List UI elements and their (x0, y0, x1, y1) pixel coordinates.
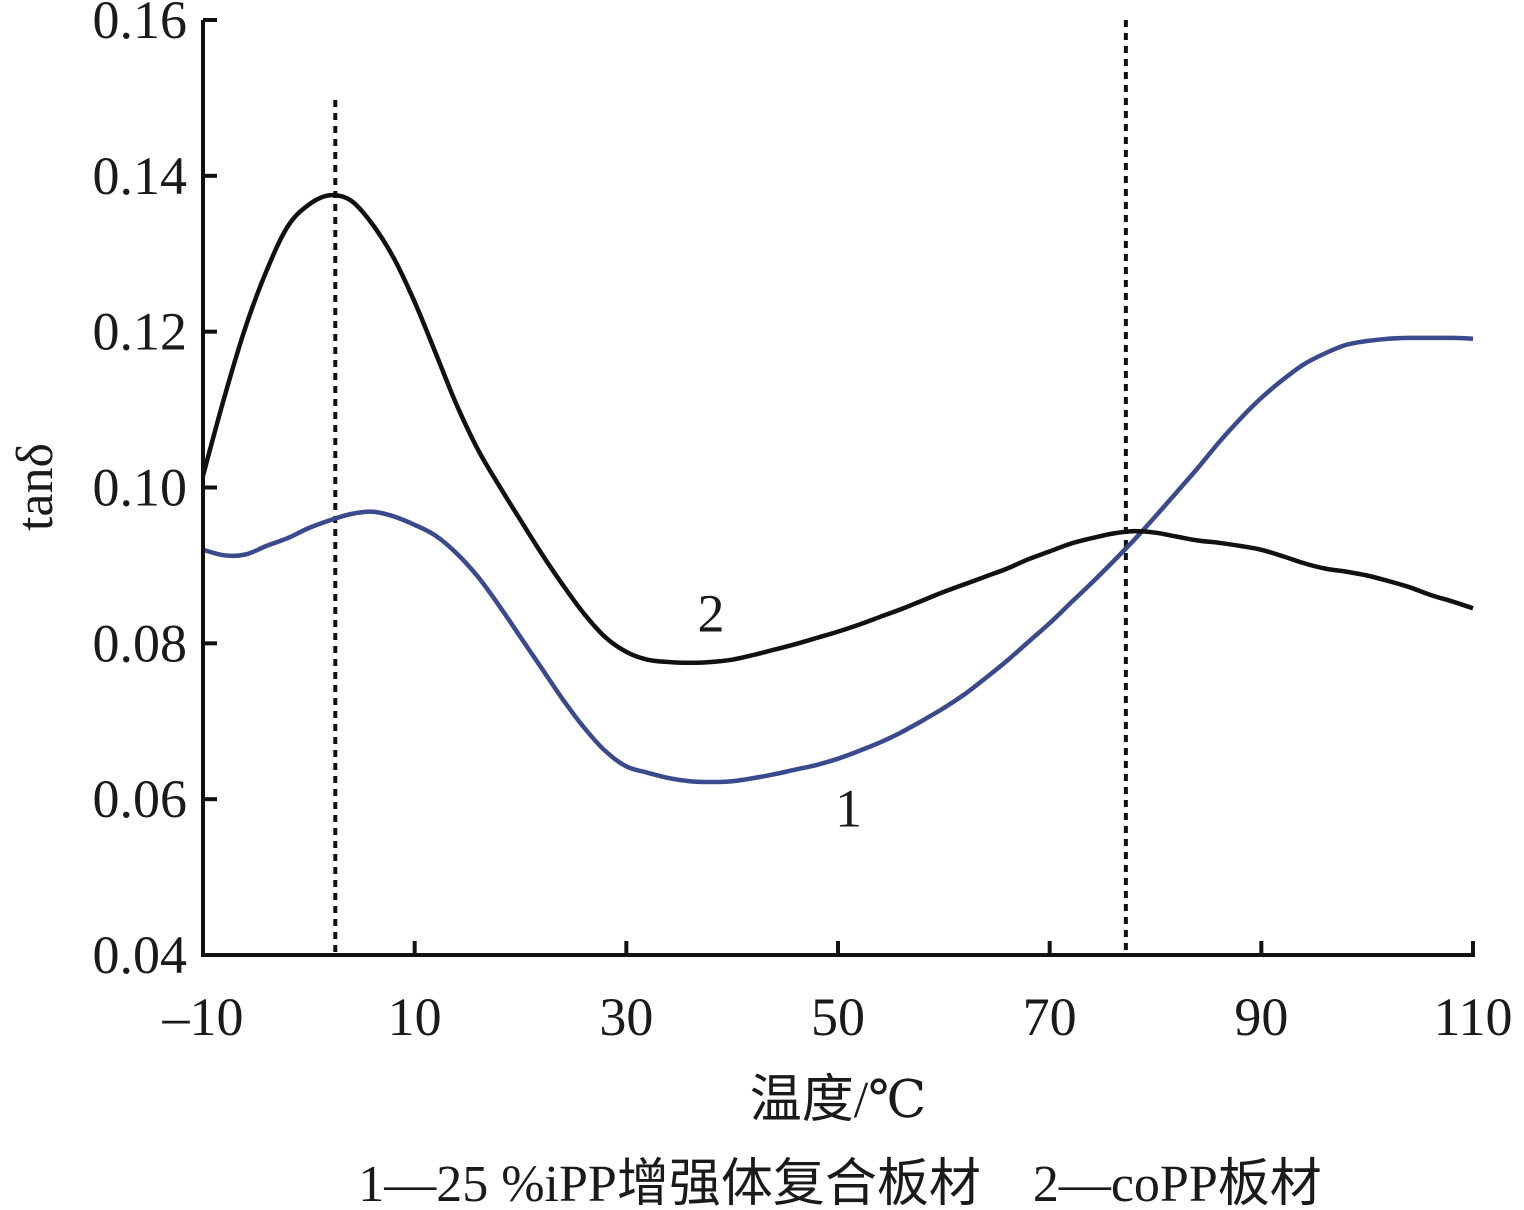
x-tick-label: 50 (811, 987, 865, 1047)
y-tick-label: 0.10 (93, 458, 188, 518)
ticks: 0.04 0.06 0.08 0.10 0.12 0.14 0.16 –10 10 30 50 70 9… (93, 0, 1513, 1047)
curve-label-2: 2 (698, 584, 725, 644)
x-tick-label: 90 (1234, 987, 1288, 1047)
y-axis-label: tanδ (7, 443, 64, 531)
y-tick-label: 0.06 (93, 769, 188, 829)
curve-label-1: 1 (835, 778, 862, 838)
x-axis-label: 温度/℃ (750, 1072, 927, 1129)
reference-lines (333, 20, 1128, 955)
x-tick-label: 30 (599, 987, 653, 1047)
x-tick-label: –10 (162, 987, 244, 1047)
x-tick-label: 70 (1023, 987, 1077, 1047)
x-tick-label: 110 (1434, 987, 1513, 1047)
y-tick-label: 0.08 (93, 613, 188, 673)
curve-labels: 12 (698, 584, 863, 839)
series-line-2 (200, 192, 1474, 666)
y-tick-label: 0.14 (93, 146, 188, 206)
x-tick-label: 10 (388, 987, 442, 1047)
y-tick-label: 0.04 (93, 925, 188, 985)
y-tick-label: 0.12 (93, 302, 188, 362)
legend-caption: 1—25 %iPP增强体复合板材 2—coPP板材 (358, 1156, 1322, 1210)
series-layer (200, 192, 1474, 785)
series-line-1 (202, 335, 1474, 785)
y-tick-label: 0.16 (93, 0, 188, 50)
